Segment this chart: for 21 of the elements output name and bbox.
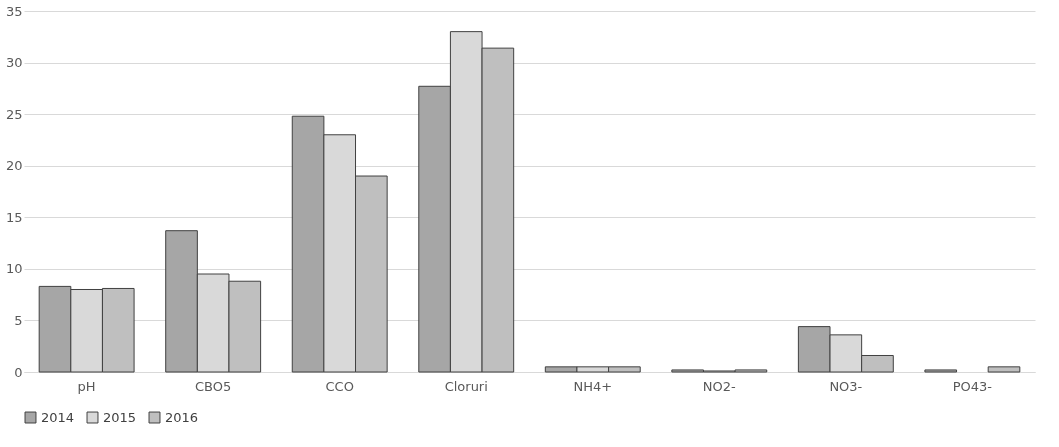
x-tick-label: NO3- xyxy=(829,378,863,394)
bar xyxy=(987,366,1021,373)
y-tick-label: 5 xyxy=(14,312,23,328)
x-tick-label: Cloruri xyxy=(444,378,488,394)
y-tick-label: 15 xyxy=(5,209,23,225)
x-tick-label: pH xyxy=(77,378,96,394)
y-tick-label: 0 xyxy=(14,364,23,380)
bar xyxy=(924,369,958,373)
y-tick-label: 35 xyxy=(5,3,23,19)
x-tick-label: PO43- xyxy=(952,378,993,394)
x-tick-label: NO2- xyxy=(702,378,737,394)
legend-label: 2016 xyxy=(165,409,199,425)
legend-label: 2015 xyxy=(103,409,137,425)
legend-label: 2014 xyxy=(41,409,75,425)
y-tick-label: 20 xyxy=(5,158,23,174)
y-tick-label: 30 xyxy=(5,55,23,71)
x-tick-label: CBO5 xyxy=(195,378,232,394)
y-tick-label: 10 xyxy=(5,261,23,277)
x-tick-label: NH4+ xyxy=(573,378,613,394)
x-tick-label: CCO xyxy=(325,378,354,394)
y-tick-label: 25 xyxy=(5,106,23,122)
